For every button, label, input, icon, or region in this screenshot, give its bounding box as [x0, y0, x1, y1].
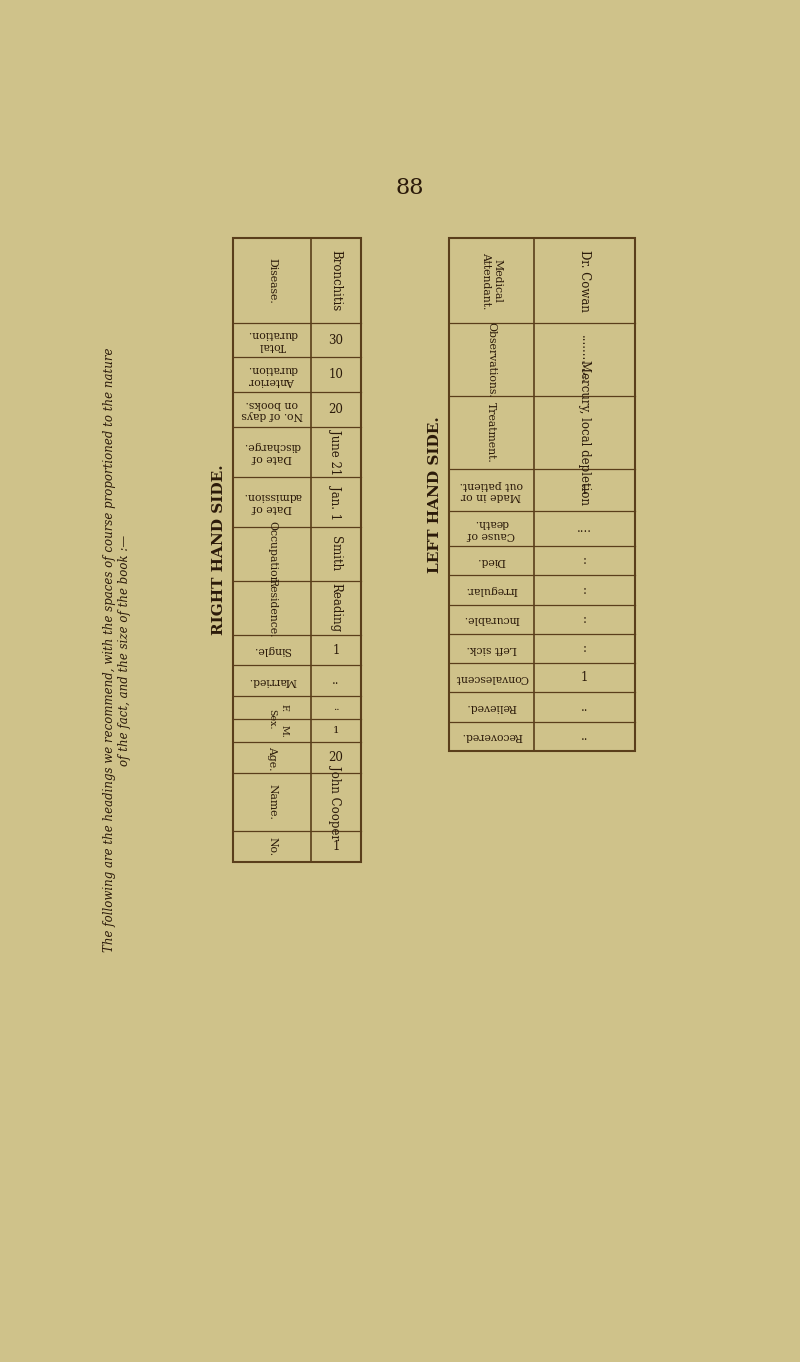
Text: No. of days
on books.: No. of days on books. — [242, 399, 303, 421]
Text: ..: .. — [581, 700, 588, 714]
Text: Married.: Married. — [248, 676, 296, 686]
Text: RIGHT HAND SIDE.: RIGHT HAND SIDE. — [212, 464, 226, 635]
Text: :: : — [582, 554, 586, 567]
Text: Residence.: Residence. — [267, 577, 277, 637]
Text: Recovered.: Recovered. — [461, 731, 522, 741]
Text: Sex.: Sex. — [267, 710, 277, 730]
Text: ..: .. — [333, 703, 339, 712]
Text: Reading: Reading — [330, 583, 342, 632]
Text: ..: .. — [581, 730, 588, 742]
Text: :: : — [582, 583, 586, 597]
Text: Left sick.: Left sick. — [466, 643, 517, 654]
Text: ..: .. — [332, 674, 340, 688]
Text: Irregular.: Irregular. — [465, 586, 518, 595]
Text: Date of
discharge.: Date of discharge. — [243, 441, 301, 463]
Text: Observations.: Observations. — [486, 321, 496, 398]
Bar — [234, 238, 361, 862]
Text: Date of
admission.: Date of admission. — [243, 492, 302, 512]
Text: M.: M. — [279, 725, 288, 737]
Text: Bronchitis: Bronchitis — [330, 249, 342, 311]
Text: :: : — [582, 613, 586, 625]
Text: Died.: Died. — [477, 556, 506, 565]
Bar — [449, 238, 634, 750]
Text: No.: No. — [267, 836, 277, 855]
Text: 88: 88 — [396, 177, 424, 199]
Text: 1: 1 — [581, 671, 588, 684]
Text: 30: 30 — [329, 334, 343, 347]
Text: Incurable.: Incurable. — [463, 614, 519, 624]
Text: June 21: June 21 — [330, 429, 342, 474]
Text: Disease.: Disease. — [267, 257, 277, 304]
Text: Mercury, local depletion: Mercury, local depletion — [578, 360, 591, 505]
Text: Occupation.: Occupation. — [267, 520, 277, 587]
Text: Smith: Smith — [330, 537, 342, 572]
Text: John Cooper: John Cooper — [330, 765, 342, 839]
Text: .............: ............. — [578, 335, 591, 384]
Text: 1: 1 — [332, 840, 340, 853]
Text: The following are the headings we recommend, with the spaces of course proportio: The following are the headings we recomm… — [103, 347, 131, 952]
Text: Anterior
duration.: Anterior duration. — [247, 364, 297, 385]
Text: :: : — [582, 642, 586, 655]
Text: Name.: Name. — [267, 785, 277, 820]
Text: Single.: Single. — [253, 646, 291, 655]
Text: Medical
Attendant.: Medical Attendant. — [481, 252, 502, 309]
Text: Age.: Age. — [267, 745, 277, 770]
Text: Made in or
out patient.: Made in or out patient. — [460, 479, 523, 501]
Text: ....: .... — [577, 522, 592, 535]
Text: Jan. 1: Jan. 1 — [330, 485, 342, 519]
Text: Dr. Cowan: Dr. Cowan — [578, 249, 591, 312]
Text: 20: 20 — [329, 752, 343, 764]
Text: Cause of
death.: Cause of death. — [467, 518, 515, 539]
Text: LEFT HAND SIDE.: LEFT HAND SIDE. — [428, 417, 442, 573]
Text: F.: F. — [279, 704, 288, 712]
Text: 20: 20 — [329, 403, 343, 415]
Text: Treatment.: Treatment. — [486, 402, 496, 463]
Text: 10: 10 — [329, 368, 343, 381]
Text: 1: 1 — [333, 726, 339, 735]
Text: Relieved.: Relieved. — [466, 701, 517, 712]
Text: 1: 1 — [581, 484, 588, 497]
Text: Convalescent: Convalescent — [454, 673, 528, 682]
Text: Total
duration.: Total duration. — [247, 330, 297, 351]
Text: 1: 1 — [332, 644, 340, 656]
